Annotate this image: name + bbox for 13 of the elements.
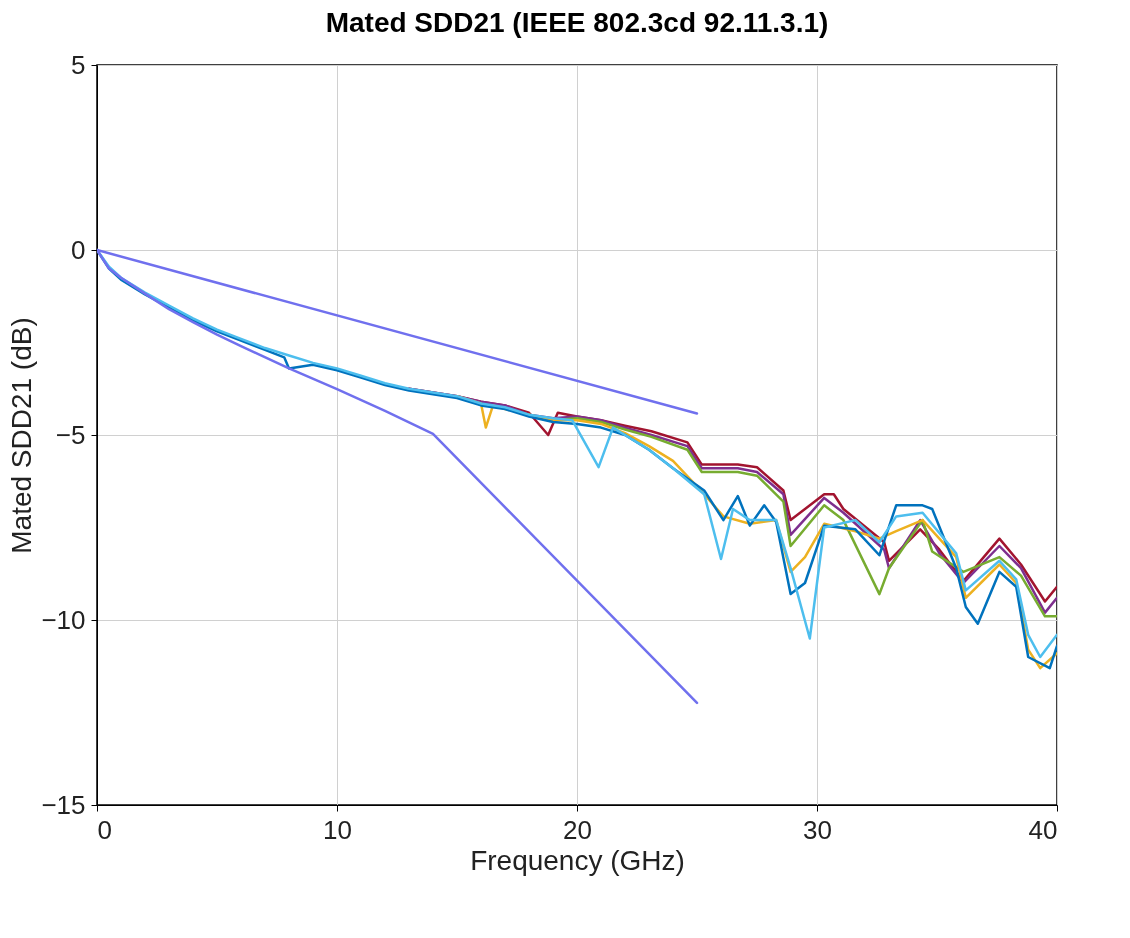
y-axis-title: Mated SDD21 (dB) <box>6 317 38 554</box>
x-tick-label: 0 <box>97 814 112 845</box>
x-tick-label: 10 <box>323 814 352 845</box>
y-tick-label: −5 <box>55 419 86 450</box>
x-tick-label: 30 <box>803 814 832 845</box>
x-tick-label: 20 <box>563 814 592 845</box>
y-tick-label: 0 <box>71 234 86 265</box>
y-tick-label: −10 <box>41 604 86 635</box>
x-axis-title: Frequency (GHz) <box>470 844 685 876</box>
x-tick-label: 40 <box>1028 814 1058 845</box>
y-tick-label: 5 <box>71 49 86 80</box>
chart-title: Mated SDD21 (IEEE 802.3cd 92.11.3.1) <box>325 7 829 38</box>
y-tick-label: −15 <box>41 789 86 820</box>
